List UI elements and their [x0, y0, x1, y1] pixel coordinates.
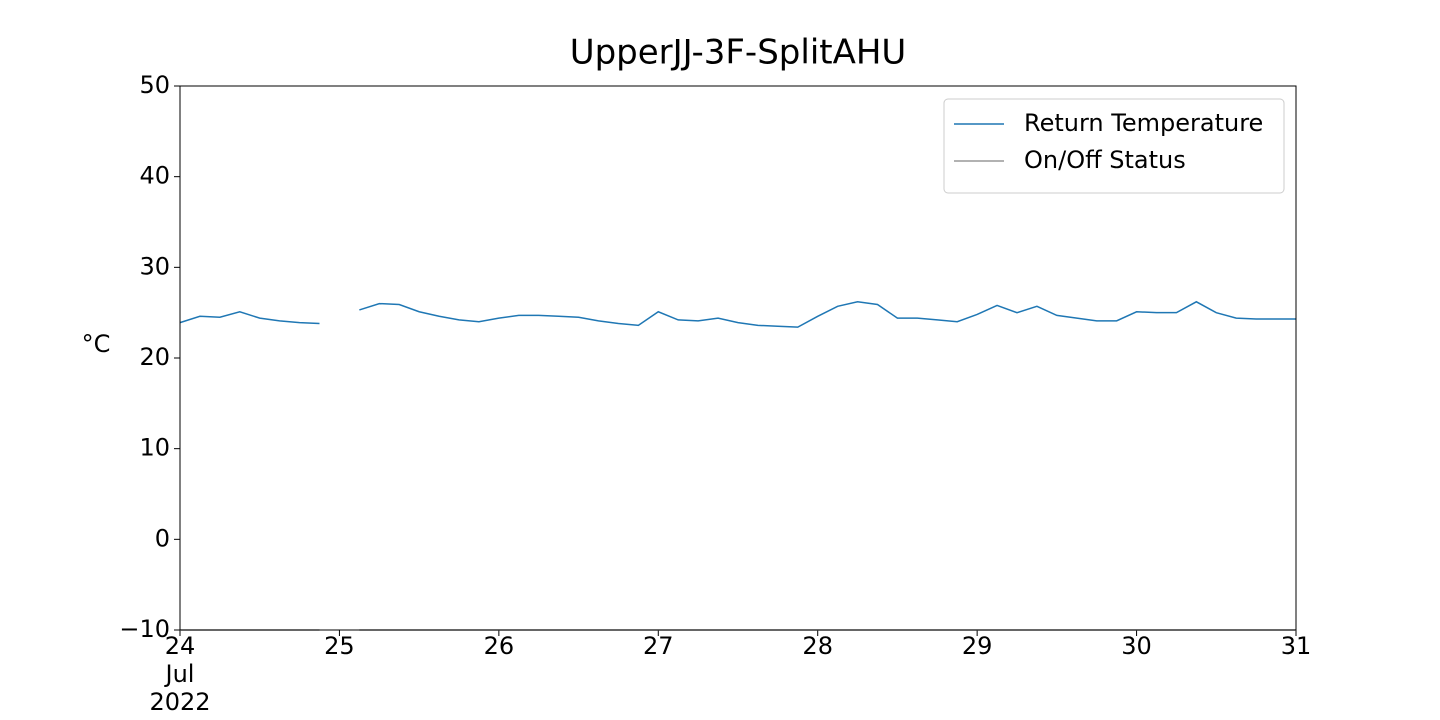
- legend: Return Temperature On/Off Status: [943, 98, 1285, 194]
- legend-label: On/Off Status: [1024, 146, 1186, 174]
- x-tick-label: 30: [1121, 632, 1152, 660]
- y-tick-label: 10: [139, 434, 170, 462]
- legend-box: [943, 98, 1285, 194]
- x-tick-label: 27: [643, 632, 674, 660]
- x-tick-label: 26: [483, 632, 515, 660]
- x-tick-label: 25: [324, 632, 355, 660]
- x-tick-label: 28: [802, 632, 833, 660]
- x-tick-label: 24 Jul 2022: [149, 632, 211, 716]
- y-tick-label: −10: [119, 615, 170, 643]
- y-tick-label: 50: [139, 71, 170, 99]
- y-tick-label: 20: [139, 343, 170, 371]
- x-tick-label: 31: [1280, 632, 1312, 660]
- y-axis-label: °C: [82, 330, 111, 358]
- y-tick-label: 0: [155, 524, 170, 552]
- chart-title: UpperJJ-3F-SplitAHU: [570, 33, 907, 73]
- legend-label: Return Temperature: [1024, 109, 1263, 137]
- data-line: [179, 300, 1296, 328]
- x-tick-label: 29: [961, 632, 993, 660]
- y-tick-label: 30: [139, 252, 170, 280]
- y-tick-label: 40: [139, 162, 170, 190]
- plot-frame: [179, 85, 1297, 631]
